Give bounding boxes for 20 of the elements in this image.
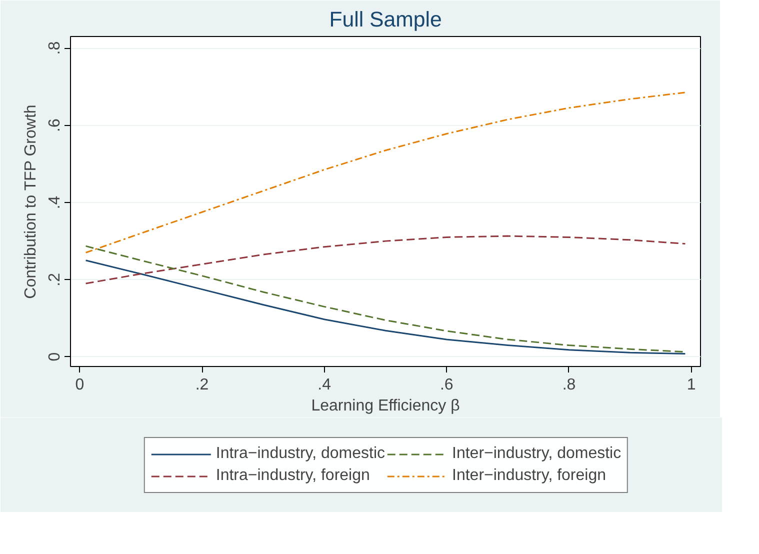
x-tick-label: 1 <box>686 376 696 394</box>
x-tick-label: .2 <box>195 376 209 394</box>
y-axis-title: Contribution to TFP Growth <box>22 104 40 299</box>
x-tick-label: .4 <box>318 376 332 394</box>
line-series <box>85 92 686 254</box>
line-series <box>85 235 686 284</box>
y-tick-label: 0 <box>46 352 64 362</box>
x-tick-label: 0 <box>75 376 84 394</box>
x-tick-label: .8 <box>562 376 576 394</box>
chart-title: Full Sample <box>329 8 442 32</box>
y-tick-label: .6 <box>46 118 64 132</box>
legend-label: Intra−industry, domestic <box>216 444 385 462</box>
legend-label: Inter−industry, domestic <box>452 444 622 462</box>
legend-label: Intra−industry, foreign <box>216 466 370 484</box>
y-tick-label: .8 <box>46 41 64 55</box>
x-axis-title: Learning Efficiency β <box>311 398 460 414</box>
y-tick-label: .4 <box>46 196 64 210</box>
y-tick-label: .2 <box>46 272 64 286</box>
legend-label: Inter−industry, foreign <box>452 466 606 484</box>
x-tick-label: .6 <box>440 376 454 394</box>
